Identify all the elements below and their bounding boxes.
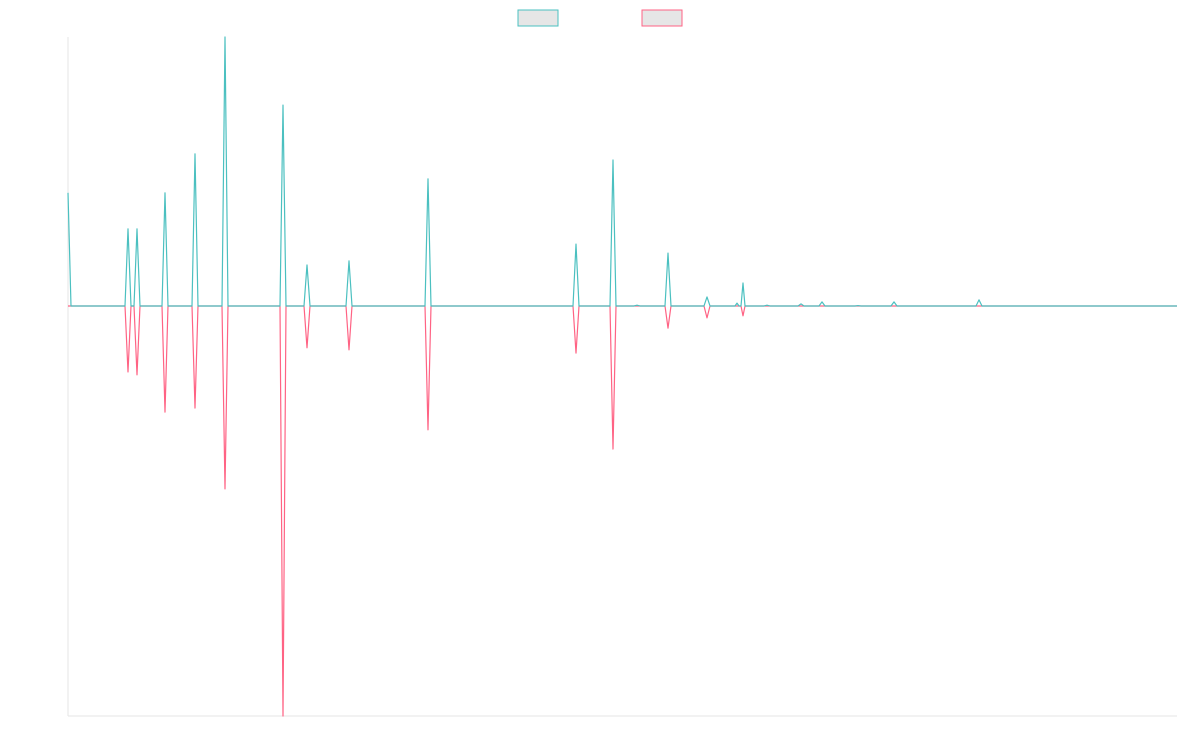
series-line [67, 36, 1177, 307]
series-line [68, 305, 1177, 717]
legend-swatch [517, 9, 559, 27]
legend-swatch [641, 9, 683, 27]
